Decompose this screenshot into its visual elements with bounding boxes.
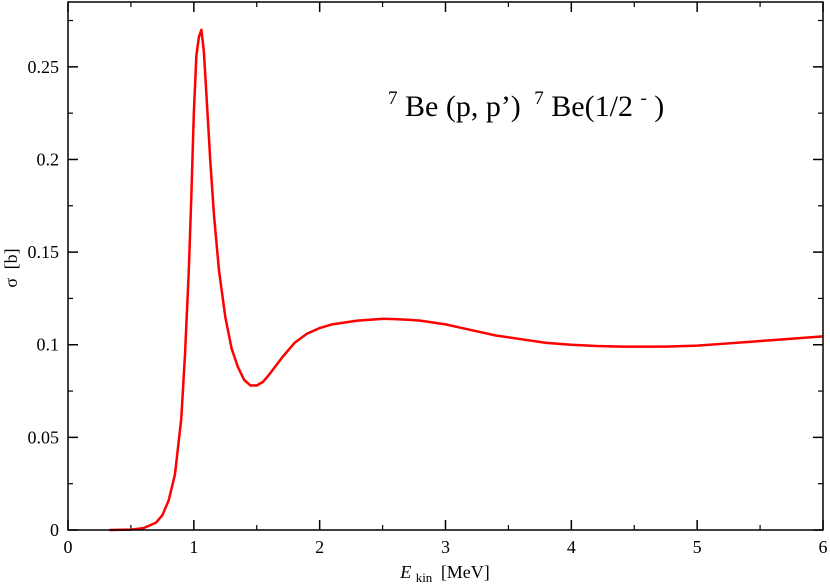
y-tick-label: 0.05: [28, 427, 60, 447]
y-axis-unit: [b]: [1, 248, 21, 269]
annotation-parity: -: [640, 88, 646, 109]
y-axis-label: σ [b]: [1, 248, 21, 287]
y-tick-label: 0.25: [28, 57, 60, 77]
x-tick-label: 1: [189, 537, 198, 557]
y-tick-label: 0.1: [37, 335, 60, 355]
y-axis-symbol: σ: [1, 278, 21, 288]
x-tick-label: 4: [567, 537, 576, 557]
y-tick-labels: 0 0.05 0.1 0.15 0.2 0.25: [28, 57, 60, 540]
ticks-layer: [67, 2, 824, 531]
x-axis-unit: [MeV]: [441, 562, 490, 582]
series-layer: [109, 28, 824, 532]
reaction-annotation: 7 Be (p, p’) 7 Be(1/2 - ): [388, 78, 664, 123]
x-axis-subscript: kin: [416, 570, 433, 584]
annotation-mass-number-2: 7: [534, 88, 544, 109]
y-tick-label: 0: [50, 520, 59, 540]
x-tick-label: 6: [819, 537, 828, 557]
x-tick-labels: 0 1 2 3 4 5 6: [64, 537, 828, 557]
y-tick-label: 0.15: [28, 242, 60, 262]
y-tick-label: 0.2: [37, 149, 60, 169]
cross-section-line: [109, 28, 824, 532]
annotation-close: ): [654, 90, 664, 123]
x-axis-symbol: E: [399, 562, 411, 582]
annotation-reaction: Be (p, p’): [405, 90, 521, 123]
annotation-state: Be(1/2: [551, 90, 633, 123]
x-tick-label: 3: [441, 537, 450, 557]
x-tick-label: 5: [693, 537, 702, 557]
annotation-mass-number-1: 7: [388, 88, 398, 109]
x-tick-label: 2: [315, 537, 324, 557]
plot-frame: [67, 1, 824, 531]
x-axis-label: E kin [MeV]: [399, 562, 490, 584]
x-tick-label: 0: [64, 537, 73, 557]
